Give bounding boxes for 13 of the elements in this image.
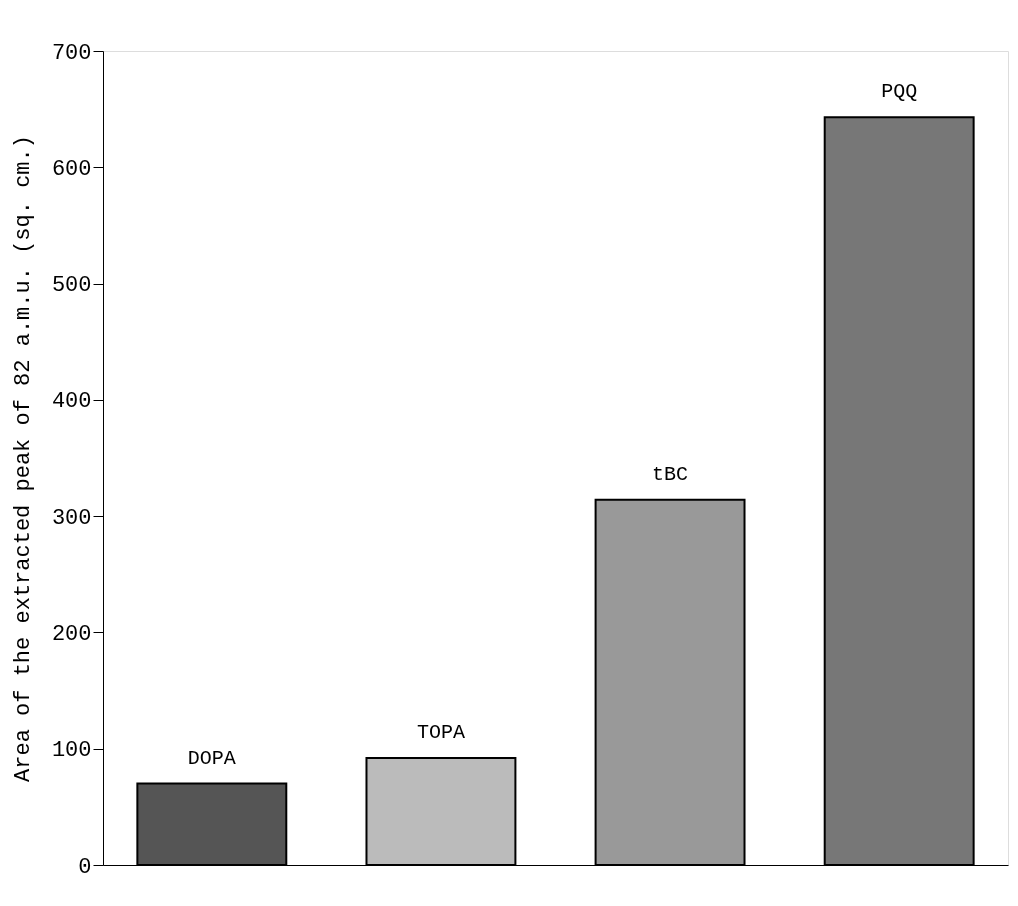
y-tick-label: 700 — [51, 40, 92, 66]
x-tick-label: tBC — [652, 462, 689, 486]
x-tick-label: DOPA — [187, 746, 236, 770]
x-tick-label: TOPA — [416, 721, 465, 745]
y-tick-label: 100 — [51, 738, 92, 764]
y-tick-label: 200 — [51, 621, 92, 647]
y-tick-label: 300 — [51, 505, 92, 531]
y-tick-label: 500 — [51, 273, 92, 299]
y-tick-label: 0 — [78, 854, 92, 880]
x-tick-label: PQQ — [881, 80, 918, 104]
y-tick-label: 600 — [51, 156, 92, 182]
y-axis-title: Area of the extracted peak of 82 a.m.u. (sq. cm.) — [10, 135, 36, 782]
y-tick-label: 400 — [51, 389, 92, 415]
